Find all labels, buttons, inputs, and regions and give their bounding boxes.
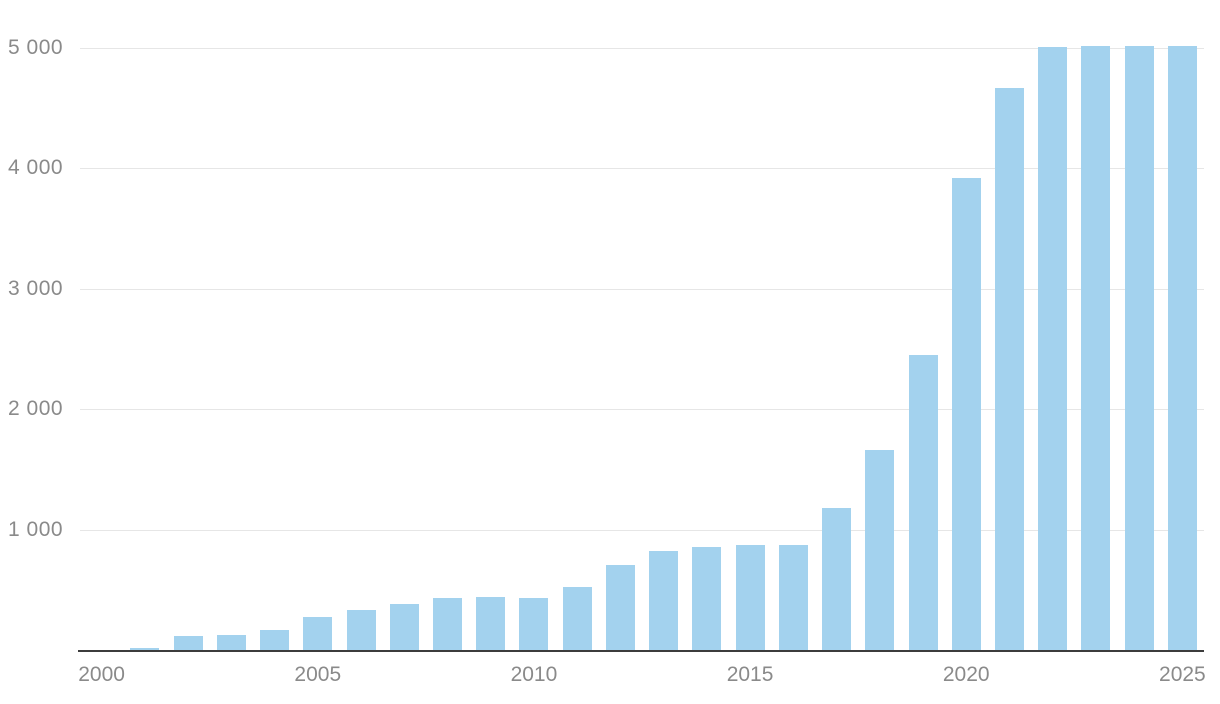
bar-2020 bbox=[951, 178, 981, 650]
gridline-5000 bbox=[80, 48, 1204, 49]
gridline-2000 bbox=[80, 409, 1204, 411]
y-tick-label: 1 000 bbox=[8, 517, 64, 541]
bar-2014 bbox=[692, 547, 722, 650]
x-tick-label: 2015 bbox=[726, 663, 774, 686]
bar-2003 bbox=[216, 635, 246, 650]
bar-2007 bbox=[389, 604, 419, 650]
bar-2012 bbox=[605, 565, 635, 650]
bar-2011 bbox=[562, 587, 592, 650]
x-axis-line bbox=[78, 650, 1204, 652]
bar-2005 bbox=[303, 617, 333, 650]
bar-2021 bbox=[994, 88, 1024, 650]
bar-2025 bbox=[1167, 46, 1197, 650]
x-tick-label: 2005 bbox=[294, 663, 342, 686]
bar-2019 bbox=[908, 355, 938, 650]
y-tick-label: 3 000 bbox=[8, 276, 64, 300]
x-tick-label: 2020 bbox=[942, 663, 990, 686]
x-tick-label: 2000 bbox=[78, 663, 125, 686]
bar-2008 bbox=[432, 598, 462, 650]
bar-2009 bbox=[476, 597, 506, 650]
gridline-3000 bbox=[80, 288, 1204, 290]
bar-2018 bbox=[865, 450, 895, 650]
gridline-1000 bbox=[80, 529, 1204, 531]
bar-2023 bbox=[1081, 46, 1111, 650]
bar-2017 bbox=[822, 508, 852, 650]
bar-2010 bbox=[519, 598, 549, 650]
x-tick-label: 2010 bbox=[510, 663, 558, 686]
gridline-4000 bbox=[80, 168, 1204, 170]
bar-2002 bbox=[173, 636, 203, 650]
y-tick-label: 5 000 bbox=[8, 36, 64, 59]
y-tick-label: 2 000 bbox=[8, 397, 64, 421]
x-tick-label: 2025 bbox=[1159, 663, 1206, 686]
bar-2006 bbox=[346, 610, 376, 650]
bar-2016 bbox=[778, 545, 808, 650]
bar-2024 bbox=[1124, 46, 1154, 650]
bar-2013 bbox=[649, 551, 679, 650]
bar-2015 bbox=[735, 545, 765, 650]
bar-2001 bbox=[130, 648, 160, 650]
bar-2004 bbox=[260, 630, 290, 650]
bar-2022 bbox=[1038, 47, 1068, 650]
y-tick-label: 4 000 bbox=[8, 156, 64, 180]
